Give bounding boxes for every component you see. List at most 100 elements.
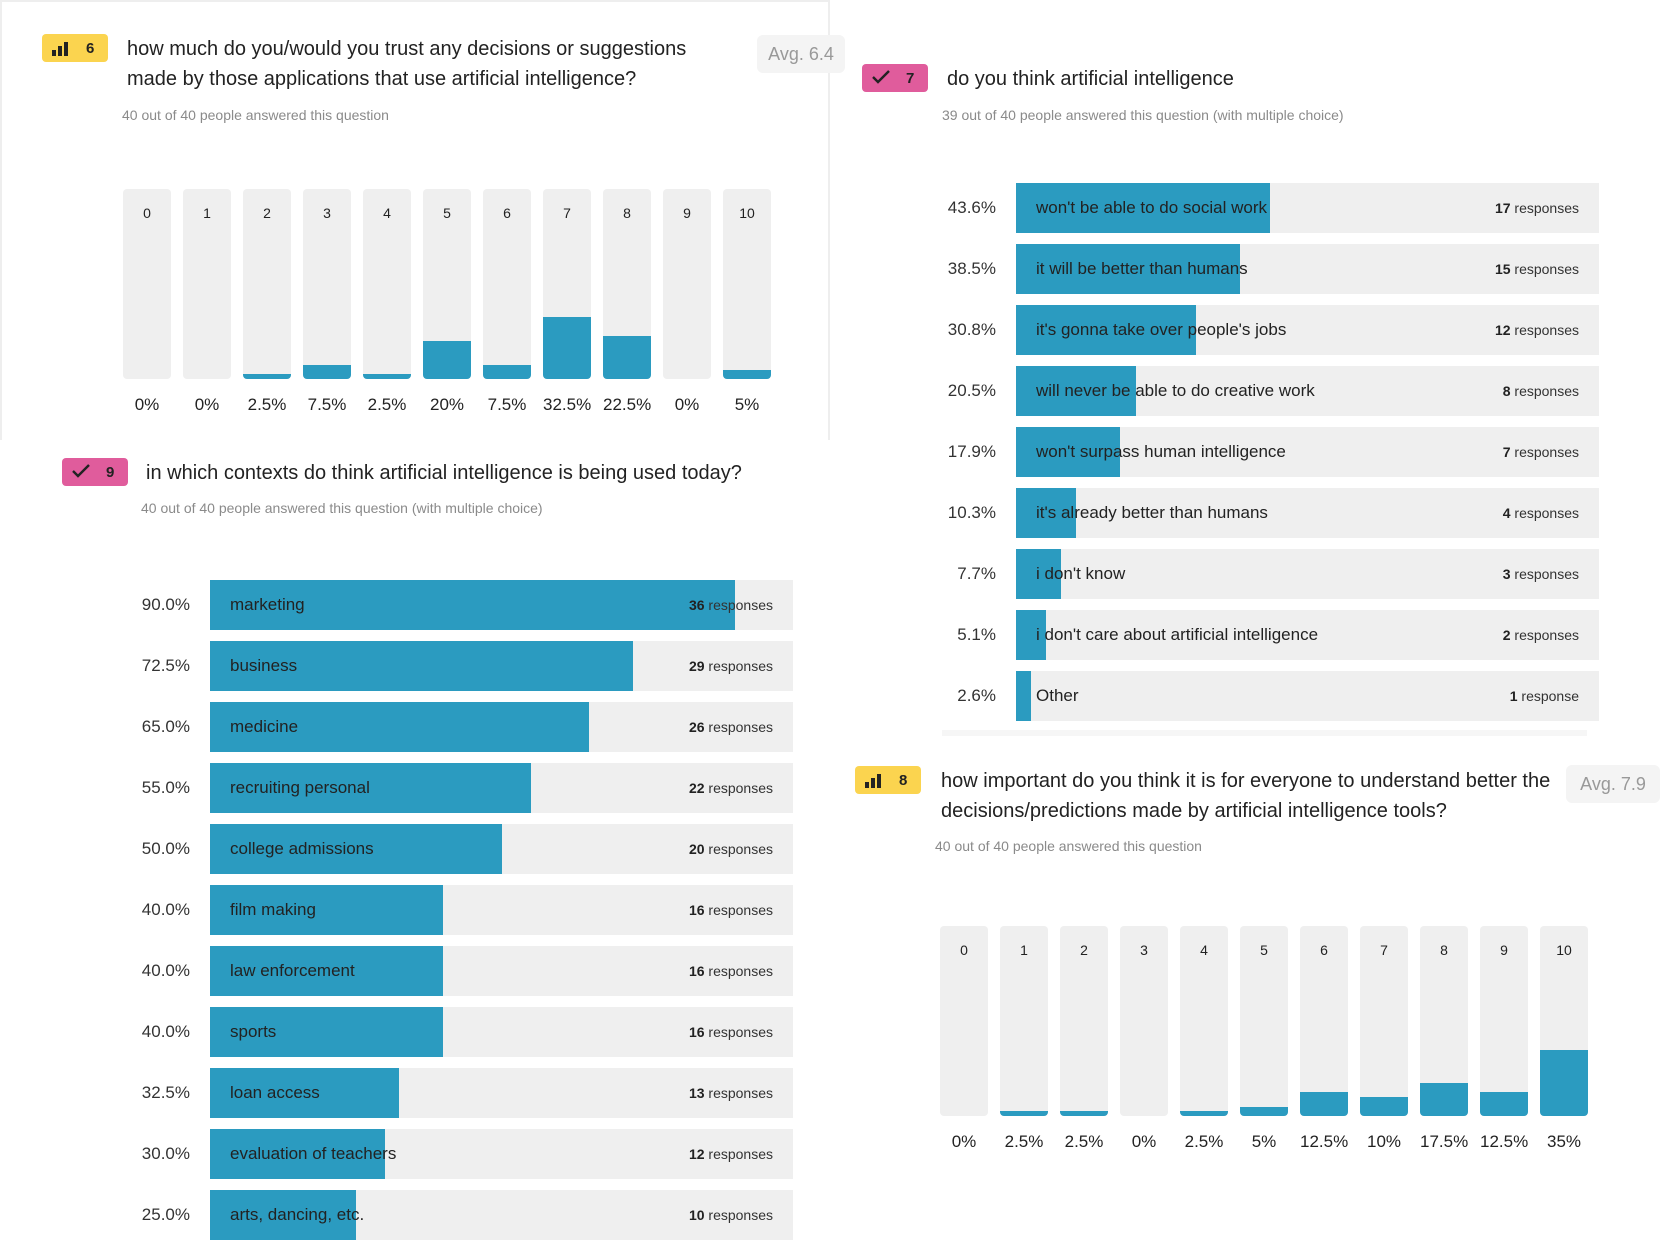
response-row: 30.8% it's gonna take over people's jobs 1… [930,305,1599,355]
row-label: medicine [230,717,299,736]
question-7-panel: 7 do you think artificial intelligence 3… [862,64,1599,721]
column-label: 0 [960,942,968,958]
row-label: it will be better than humans [1036,259,1248,278]
column-bar [1540,1049,1588,1116]
row-track: will never be able to do creative work 8 … [1016,366,1599,416]
row-percent: 20.5% [947,381,996,400]
response-row: 40.0% sports 16 responses [130,1007,793,1057]
row-track: won't be able to do social work 17 respon… [1016,183,1599,233]
column-label: 5 [1260,942,1268,958]
question-6-panel: 6 how much do you/would you trust any de… [0,0,845,420]
response-row: 72.5% business 29 responses [130,641,793,691]
response-number: 22 [688,780,705,796]
response-row: 40.0% law enforcement 16 responses [130,946,793,996]
row-percent: 7.7% [957,564,996,583]
row-bar [1016,366,1136,416]
row-track: business 29 responses [210,641,793,691]
row-percent: 40.0% [141,900,190,919]
response-number: 12 [688,1146,705,1162]
row-bar [210,824,502,874]
row-label: law enforcement [230,961,355,980]
response-row: 40.0% film making 16 responses [130,885,793,935]
row-response-count: 16 responses [689,1007,773,1057]
column-track [1240,926,1288,1116]
column-label: 2 [263,205,271,221]
column-percent: 0% [1131,1132,1157,1151]
row-percent: 72.5% [141,656,190,675]
response-word: responses [704,1146,773,1162]
row-track: i don't care about artificial intelligen… [1016,610,1599,660]
column-percent: 22.5% [603,395,652,414]
column-track [363,189,411,379]
response-row: 30.0% evaluation of teachers 12 responses [130,1129,793,1179]
column-0: 0 0% [940,926,988,1166]
row-response-count: 22 responses [689,763,773,813]
column-9: 9 12.5% [1480,926,1528,1166]
response-number: 1 [1509,688,1518,704]
row-response-count: 20 responses [689,824,773,874]
row-bar [1016,427,1121,477]
row-track: college admissions 20 responses [210,824,793,874]
response-row: 2.6% Other 1 response [930,671,1599,721]
response-word: responses [704,658,773,674]
column-track [1000,926,1048,1116]
column-track [1120,926,1168,1116]
column-1: 1 2.5% [1000,926,1048,1166]
column-label: 3 [1140,942,1148,958]
bar-chart-icon [52,40,72,56]
response-word: responses [1510,200,1579,216]
response-row: 20.5% will never be able to do creative w… [930,366,1599,416]
question-title: how important do you think it is for eve… [941,770,1551,822]
question-type-badge: 8 [855,766,921,794]
response-word: responses [1510,444,1579,460]
column-label: 1 [203,205,211,221]
column-percent: 12.5% [1300,1132,1349,1151]
row-response-count: 15 responses [1495,244,1579,294]
response-row: 43.6% won't be able to do social work 17 r… [930,183,1599,233]
column-2: 2 2.5% [1060,926,1108,1166]
row-label: evaluation of teachers [230,1144,397,1163]
response-row: 10.3% it's already better than humans 4 re… [930,488,1599,538]
row-percent: 30.8% [947,320,996,339]
row-label: it's gonna take over people's jobs [1036,320,1287,339]
question-type-badge: 9 [62,458,128,486]
row-response-count: 16 responses [689,885,773,935]
row-response-count: 7 responses [1503,427,1579,477]
column-percent: 0% [951,1132,977,1151]
column-percent: 12.5% [1480,1132,1529,1151]
row-track: loan access 13 responses [210,1068,793,1118]
column-track [1180,926,1228,1116]
column-bar [723,369,771,379]
row-response-count: 36 responses [689,580,773,630]
column-5: 5 20% [423,189,471,429]
row-response-count: 1 response [1510,671,1579,721]
row-percent: 17.9% [947,442,996,461]
response-word: responses [704,1085,773,1101]
row-response-count: 10 responses [689,1190,773,1240]
row-percent: 65.0% [141,717,190,736]
row-label: loan access [230,1083,320,1102]
column-label: 4 [1200,942,1208,958]
response-row: 90.0% marketing 36 responses [130,580,793,630]
row-percent: 10.3% [947,503,996,522]
column-bar [1060,1111,1108,1116]
answered-count: 40 out of 40 people answered this questi… [141,500,543,516]
column-label: 8 [623,205,631,221]
average-badge: Avg. 7.9 [1566,765,1660,803]
column-track [1300,926,1348,1116]
column-track [1420,926,1468,1116]
row-bar [1016,183,1271,233]
answered-count: 40 out of 40 people answered this questi… [122,107,389,123]
column-6: 6 7.5% [483,189,531,429]
answered-count: 40 out of 40 people answered this questi… [935,838,1202,854]
response-word: responses [1510,383,1579,399]
column-2: 2 2.5% [243,189,291,429]
question-type-badge: 7 [862,64,928,92]
row-track: evaluation of teachers 12 responses [210,1129,793,1179]
question-title: how much do you/would you trust any deci… [127,38,687,90]
column-bar [1300,1092,1348,1116]
row-percent: 5.1% [957,625,996,644]
row-track: medicine 26 responses [210,702,793,752]
row-label: it's already better than humans [1036,503,1268,522]
